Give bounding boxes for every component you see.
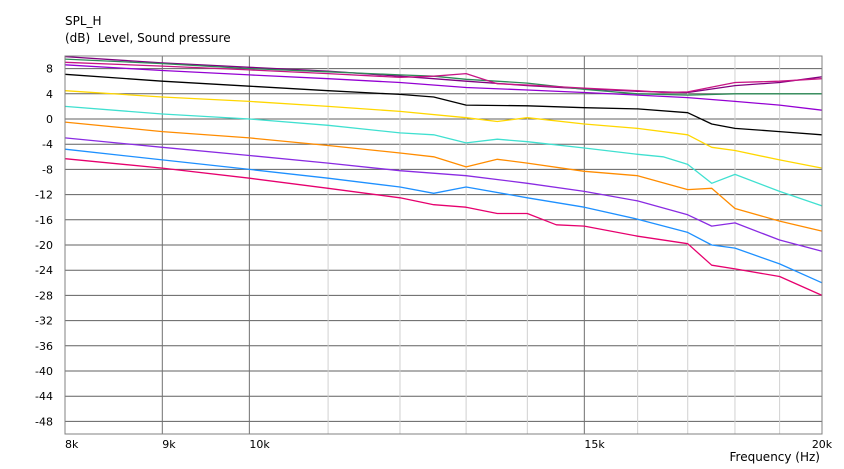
x-tick-label: 15k bbox=[584, 438, 605, 451]
data-series bbox=[64, 55, 823, 296]
series-line bbox=[64, 105, 823, 207]
y-tick-label: -20 bbox=[35, 239, 53, 252]
chart-subtitle: (dB) Level, Sound pressure bbox=[65, 31, 231, 45]
x-axis-label: Frequency (Hz) bbox=[730, 450, 821, 464]
y-tick-label: -28 bbox=[35, 289, 53, 302]
y-tick-label: -36 bbox=[35, 340, 53, 353]
x-tick-label: 8k bbox=[65, 438, 79, 451]
x-gridlines bbox=[161, 56, 781, 434]
y-tick-labels: 8 4 0 -4 -8 -12 -16 -20 -24 -28 -32 -36 -40 -44 -48 bbox=[35, 63, 53, 429]
y-tick-label: 8 bbox=[46, 63, 53, 76]
series-line bbox=[64, 73, 823, 136]
plot-frame bbox=[64, 55, 823, 435]
y-gridlines bbox=[65, 68, 822, 422]
series-line bbox=[64, 121, 823, 232]
series-line bbox=[64, 148, 823, 284]
y-tick-label: -32 bbox=[35, 315, 53, 328]
y-tick-label: -8 bbox=[42, 163, 53, 176]
x-tick-label: 10k bbox=[249, 438, 270, 451]
x-tick-label: 9k bbox=[162, 438, 176, 451]
chart-title: SPL_H bbox=[65, 14, 102, 28]
y-tick-label: -16 bbox=[35, 214, 53, 227]
y-tick-label: 0 bbox=[46, 113, 53, 126]
series-line bbox=[64, 158, 823, 296]
y-tick-label: -40 bbox=[35, 365, 53, 378]
series-line bbox=[64, 64, 823, 111]
y-tick-label: 4 bbox=[46, 88, 53, 101]
y-tick-label: -44 bbox=[35, 390, 53, 403]
y-tick-label: -4 bbox=[42, 138, 53, 151]
series-line bbox=[64, 61, 823, 94]
y-tick-label: -24 bbox=[35, 264, 53, 277]
y-tick-label: -12 bbox=[35, 189, 53, 202]
series-line bbox=[64, 90, 823, 169]
series-line bbox=[64, 137, 823, 252]
x-tick-labels: 8k 9k 10k 15k 20k bbox=[65, 438, 833, 451]
x-tick-label: 20k bbox=[812, 438, 833, 451]
y-tick-label: -48 bbox=[35, 415, 53, 428]
series-line bbox=[64, 58, 822, 96]
